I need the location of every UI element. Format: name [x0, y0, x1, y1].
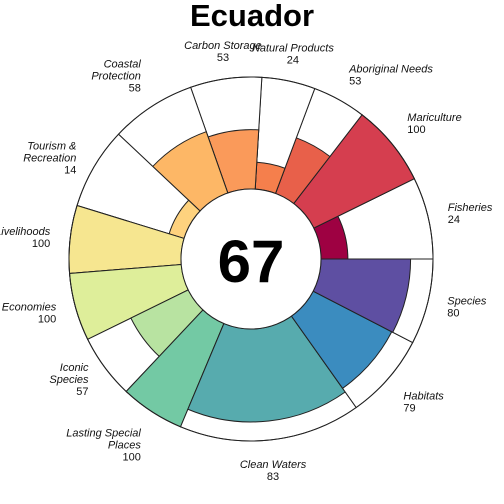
category-label: Livelihoods: [0, 226, 51, 238]
category-label: Species: [49, 374, 89, 386]
category-value: 80: [447, 308, 459, 320]
overall-score: 67: [218, 228, 285, 295]
center-disc: [180, 188, 322, 330]
category-label: Lasting Special: [66, 427, 141, 439]
category-value: 14: [64, 164, 76, 176]
category-value: 57: [76, 386, 88, 398]
category-value: 53: [217, 52, 229, 64]
category-label: Coastal: [104, 59, 142, 71]
category-value: 83: [267, 471, 279, 483]
category-label: Clean Waters: [240, 459, 307, 471]
category-value: 24: [287, 54, 299, 66]
category-label: Economies: [2, 302, 57, 314]
category-label: Tourism &: [27, 140, 76, 152]
category-value: 53: [349, 75, 361, 87]
category-value: 100: [123, 451, 141, 463]
category-label: Carbon Storage: [184, 40, 262, 52]
category-label: Recreation: [23, 152, 76, 164]
category-label: Iconic: [60, 362, 89, 374]
category-value: 100: [38, 314, 56, 326]
category-label: Natural Products: [252, 42, 334, 54]
category-label: Places: [108, 439, 142, 451]
category-value: 100: [32, 238, 50, 250]
chart-title: Ecuador: [190, 0, 314, 33]
category-value: 100: [407, 124, 425, 136]
category-label: Habitats: [403, 391, 444, 403]
outer-ring: [68, 76, 434, 442]
category-value: 24: [448, 214, 460, 226]
category-label: Fisheries: [448, 202, 493, 214]
category-value: 79: [403, 403, 415, 415]
category-label: Aboriginal Needs: [348, 63, 433, 75]
category-label: Mariculture: [407, 112, 461, 124]
category-value: 58: [129, 83, 141, 95]
category-label: Species: [447, 296, 487, 308]
category-label: Protection: [91, 71, 141, 83]
